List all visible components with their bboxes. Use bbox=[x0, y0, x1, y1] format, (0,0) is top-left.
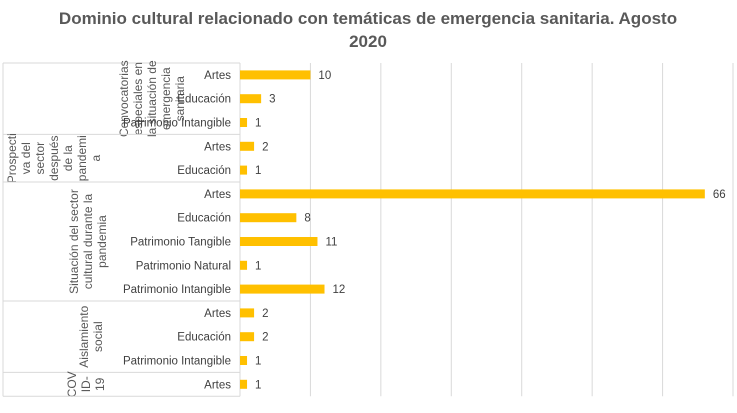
category-label: Educación bbox=[177, 165, 231, 177]
data-label: 1 bbox=[255, 118, 261, 130]
group-label: va del bbox=[19, 142, 33, 174]
group-label: Aislamiento bbox=[77, 305, 91, 367]
chart-title-line-1: Dominio cultural relacionado con temátic… bbox=[59, 9, 677, 28]
bar bbox=[240, 308, 255, 318]
bar bbox=[240, 94, 262, 104]
group-label: la situación de bbox=[145, 60, 159, 137]
data-label: 1 bbox=[255, 260, 261, 272]
data-label: 2 bbox=[262, 308, 268, 320]
bar bbox=[240, 237, 318, 246]
bar bbox=[240, 189, 705, 199]
data-label: 1 bbox=[255, 165, 261, 177]
category-label: Educación bbox=[177, 94, 231, 106]
group-label: social bbox=[91, 321, 105, 352]
data-label: 11 bbox=[325, 237, 337, 249]
category-label: Artes bbox=[204, 379, 231, 391]
category-label: Patrimonio Intangible bbox=[123, 356, 231, 368]
data-label: 12 bbox=[333, 284, 346, 296]
bar bbox=[240, 332, 255, 342]
group-label: de la bbox=[61, 145, 75, 171]
group-label: Convocatorias bbox=[117, 60, 131, 137]
bar bbox=[240, 165, 248, 175]
bar bbox=[240, 141, 255, 151]
group-label: pandemia bbox=[95, 215, 109, 268]
bar bbox=[240, 70, 311, 80]
group-label: ID- bbox=[79, 376, 93, 392]
data-label: 2 bbox=[262, 141, 268, 153]
category-label: Artes bbox=[204, 70, 231, 82]
group-label: a bbox=[89, 155, 103, 162]
group-label: sector bbox=[33, 142, 47, 175]
category-label: Artes bbox=[204, 308, 231, 320]
group-label: después bbox=[47, 136, 61, 181]
group-label: 19 bbox=[93, 377, 107, 391]
category-label: Patrimonio Intangible bbox=[123, 118, 231, 130]
bar bbox=[240, 284, 325, 294]
category-label: Educación bbox=[177, 213, 231, 225]
group-label: cultural durante la bbox=[81, 193, 95, 289]
category-label: Patrimonio Intangible bbox=[123, 284, 231, 296]
data-label: 66 bbox=[713, 189, 726, 201]
bar bbox=[240, 213, 297, 223]
group-label: Prospecti bbox=[5, 133, 19, 183]
data-label: 10 bbox=[318, 70, 331, 82]
data-label: 3 bbox=[269, 94, 275, 106]
data-label: 1 bbox=[255, 356, 261, 368]
bar bbox=[240, 118, 248, 127]
chart-title-line-2: 2020 bbox=[349, 32, 387, 51]
category-label: Artes bbox=[204, 189, 231, 201]
category-label: Patrimonio Tangible bbox=[130, 237, 231, 249]
group-label: pandemi bbox=[75, 135, 89, 181]
group-label: sanitaria bbox=[173, 76, 187, 122]
category-label: Educación bbox=[177, 332, 231, 344]
data-label: 8 bbox=[304, 213, 310, 225]
bar bbox=[240, 260, 248, 270]
group-label: especiales en bbox=[131, 62, 145, 135]
group-label: emergencia bbox=[159, 67, 173, 130]
group-label: COV bbox=[65, 371, 79, 397]
category-label: Artes bbox=[204, 141, 231, 153]
group-label: Situación del sector bbox=[67, 189, 81, 294]
bar bbox=[240, 356, 248, 365]
bar bbox=[240, 379, 248, 389]
data-label: 2 bbox=[262, 332, 268, 344]
data-label: 1 bbox=[255, 379, 261, 391]
category-label: Patrimonio Natural bbox=[136, 260, 231, 272]
